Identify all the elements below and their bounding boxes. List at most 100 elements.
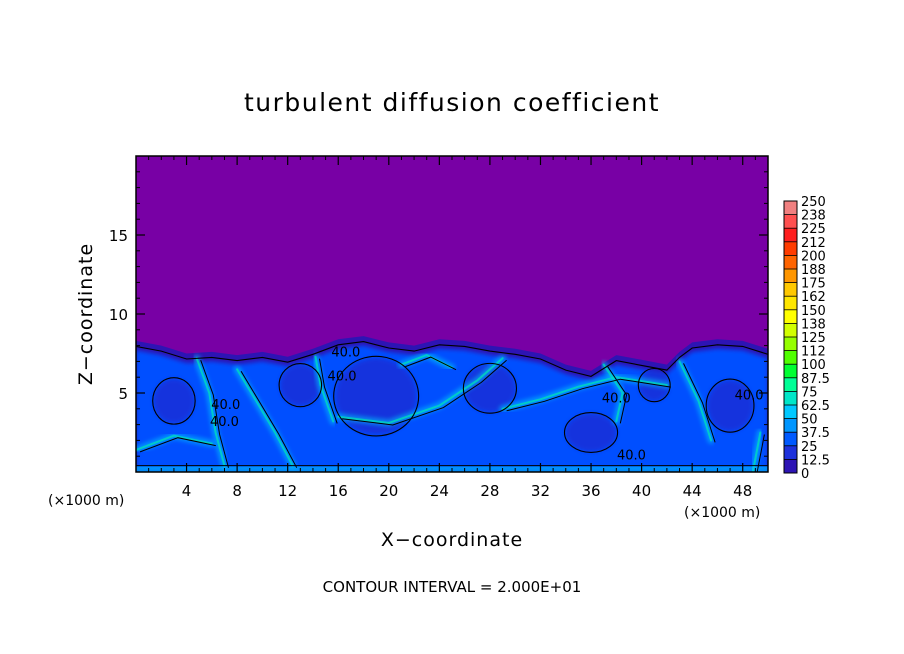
turbulent-filament-core	[501, 376, 668, 410]
x-tick-label: 48	[733, 482, 752, 500]
turbulent-filament-core	[314, 355, 335, 423]
colorbar-label: 87.5	[801, 372, 830, 387]
contour-interval: CONTOUR INTERVAL = 2.000E+01	[323, 578, 582, 596]
colorbar-swatch	[784, 459, 797, 474]
contour-label: 40.0	[328, 369, 357, 384]
colorbar-label: 50	[801, 413, 818, 428]
contour-label: 40.0	[617, 448, 646, 463]
x-tick-label: 8	[232, 482, 242, 500]
contour-labels: 40.0 40.0 40.0 40.0 40.0 40.0 40.0	[210, 346, 764, 464]
colorbar-swatch	[784, 269, 797, 284]
colorbar-swatch	[784, 337, 797, 352]
y-tick-label: 15	[109, 227, 128, 245]
colorbar-label: 100	[801, 358, 826, 373]
contour-line	[462, 362, 518, 414]
colorbar-swatch	[784, 255, 797, 270]
x-tick-label: 28	[480, 482, 499, 500]
turbulent-filament-core	[678, 360, 713, 442]
contour-line	[333, 355, 420, 437]
colorbar-label: 238	[801, 209, 826, 224]
colorbar-swatch	[784, 228, 797, 243]
colorbar-swatch	[784, 418, 797, 433]
colorbar-label: 150	[801, 304, 826, 319]
colorbar-label: 212	[801, 236, 826, 251]
x-tick-label: 16	[329, 482, 348, 500]
contour-line	[136, 341, 768, 377]
turbulent-filament-core	[136, 434, 213, 451]
colorbar-swatch	[784, 323, 797, 338]
eddy-core	[153, 378, 195, 424]
x-tick-label: 20	[379, 482, 398, 500]
colorbar-swatch	[784, 214, 797, 229]
turbulent-filament-core	[337, 357, 504, 425]
contour-line	[756, 434, 765, 472]
x-axis-label: X−coordinate	[381, 529, 523, 551]
contour-line	[200, 360, 229, 468]
y-tick-label: 10	[109, 306, 128, 324]
contour-line	[152, 377, 196, 425]
turbulent-filament-core	[602, 363, 624, 423]
y-tick-label: 5	[118, 385, 128, 403]
contour-line	[705, 378, 755, 433]
colorbar-swatch	[784, 405, 797, 420]
colorbar-label: 75	[801, 385, 818, 400]
colorbar-swatch	[784, 377, 797, 392]
x-tick-label: 12	[278, 482, 297, 500]
eddy-core	[565, 413, 617, 452]
colorbar-swatch	[784, 296, 797, 311]
eddy-core	[280, 364, 321, 406]
x-tick-label: 32	[531, 482, 550, 500]
colorbar-swatch	[784, 432, 797, 447]
contour-line	[506, 378, 671, 412]
y-axis-label: Z−coordinate	[75, 243, 97, 385]
plot-area	[136, 156, 768, 472]
colorbar-swatch	[784, 241, 797, 256]
colorbar-label: 37.5	[801, 426, 830, 441]
contour-line	[139, 437, 216, 453]
turbulent-filament-core	[195, 357, 226, 467]
colorbar-swatch	[784, 282, 797, 297]
x-tick-label: 44	[683, 482, 702, 500]
colorbar-label: 175	[801, 277, 826, 292]
contour-line	[405, 356, 457, 371]
colorbar: 2502382252122001881751621501381251121008…	[783, 195, 830, 482]
colorbar-label: 62.5	[801, 399, 830, 414]
colorbar-label: 162	[801, 290, 826, 305]
contour-line	[319, 358, 338, 424]
eddy-core	[335, 358, 417, 435]
contour-line	[607, 366, 628, 424]
x-unit-left: (×1000 m)	[48, 493, 124, 509]
colorbar-label: 200	[801, 249, 826, 264]
contour-label: 40.0	[331, 346, 360, 361]
colorbar-swatch	[784, 309, 797, 324]
colorbar-label: 112	[801, 345, 826, 360]
colorbar-label: 138	[801, 317, 826, 332]
x-tick-label: 24	[430, 482, 449, 500]
colorbar-label: 250	[801, 195, 826, 210]
colorbar-label: 25	[801, 440, 818, 455]
eddy-core	[707, 380, 753, 431]
colorbar-label: 0	[801, 467, 809, 482]
x-tick-label: 36	[581, 482, 600, 500]
contour-line	[563, 412, 619, 453]
colorbar-label: 12.5	[801, 453, 830, 468]
contour-lines	[136, 341, 768, 472]
colorbar-swatch	[784, 445, 797, 460]
colorbar-swatch	[784, 350, 797, 365]
y-axis: 5 10 15	[109, 171, 768, 457]
x-tick-label: 4	[182, 482, 192, 500]
contour-label: 40.0	[210, 415, 239, 430]
colorbar-label: 225	[801, 222, 826, 237]
contour-label: 40.0	[211, 398, 240, 413]
colorbar-swatch	[784, 391, 797, 406]
x-tick-label: 40	[632, 482, 651, 500]
contour-line	[278, 362, 323, 408]
colorbar-swatch	[784, 364, 797, 379]
contour-line	[342, 359, 507, 426]
contour-line	[683, 363, 716, 443]
contour-label: 40.0	[602, 391, 631, 406]
colorbar-label: 125	[801, 331, 826, 346]
x-unit-right: (×1000 m)	[684, 505, 760, 521]
contour-line	[637, 367, 671, 403]
